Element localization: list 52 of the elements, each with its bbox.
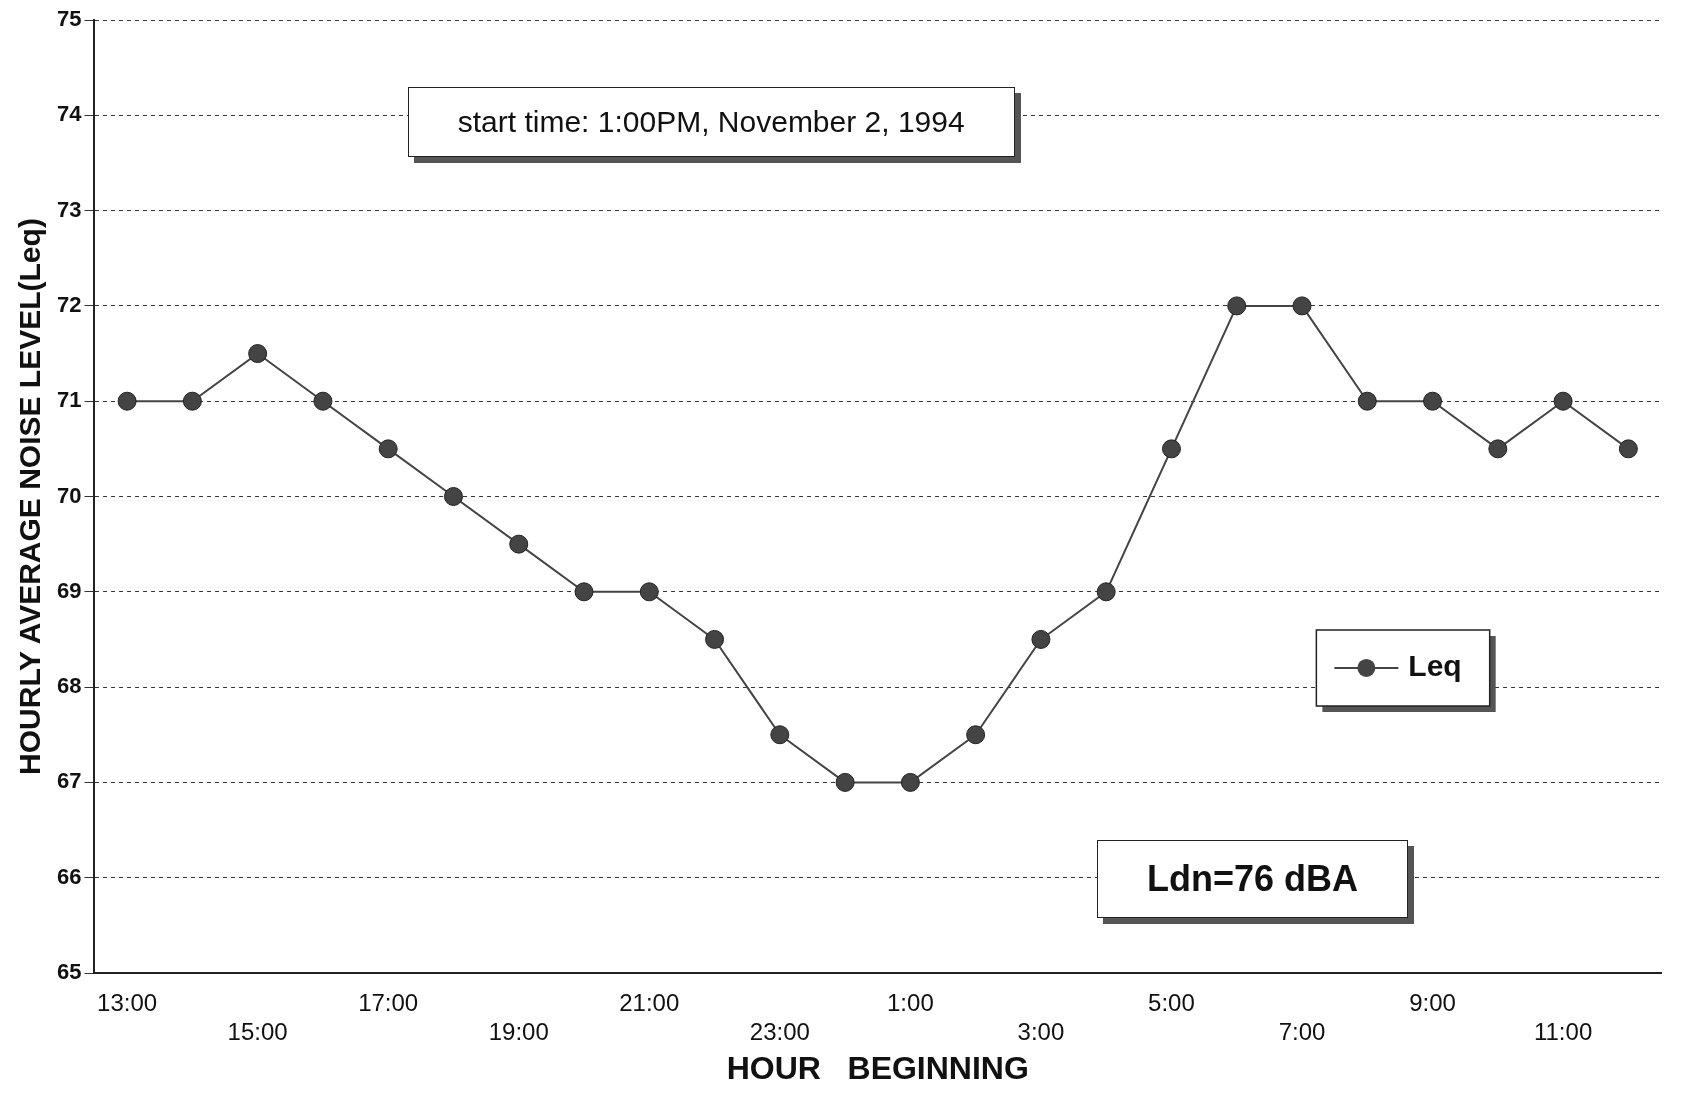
point xyxy=(1357,391,1377,411)
x-tick-label: 17:00 xyxy=(358,989,419,1017)
legend-label: Leq xyxy=(1408,649,1462,683)
point xyxy=(574,582,594,602)
point xyxy=(835,772,855,792)
x-tick-label: 5:00 xyxy=(1148,989,1195,1017)
point xyxy=(966,725,986,745)
y-tick-label: 69 xyxy=(56,577,82,603)
y-tick-label: 66 xyxy=(56,863,82,889)
point xyxy=(705,629,725,649)
point xyxy=(1423,391,1443,411)
y-tick-label: 74 xyxy=(56,101,83,127)
point xyxy=(1553,391,1573,411)
y-tick-label: 72 xyxy=(56,291,82,317)
y-axis-title: HOURLY AVERAGE NOISE LEVEL(Leq) xyxy=(13,218,47,775)
x-tick-label: 7:00 xyxy=(1278,1017,1326,1045)
point xyxy=(639,582,659,602)
y-tick-label: 73 xyxy=(56,196,82,222)
x-tick-label: 1:00 xyxy=(887,989,934,1017)
point xyxy=(770,725,790,745)
point xyxy=(182,391,202,411)
x-tick-label: 15:00 xyxy=(227,1017,288,1045)
y-tick-label: 67 xyxy=(56,768,82,794)
point xyxy=(378,439,398,459)
x-tick-label: 23:00 xyxy=(749,1017,810,1045)
point xyxy=(443,487,463,506)
point xyxy=(1227,296,1247,316)
point xyxy=(900,772,920,792)
point xyxy=(1292,296,1312,316)
y-tick-label: 68 xyxy=(56,673,82,699)
y-tick-label: 70 xyxy=(56,482,82,508)
point xyxy=(509,534,529,554)
annotation: Ldn=76 dBA xyxy=(1147,857,1359,899)
annotation: start time: 1:00PM, November 2, 1994 xyxy=(457,104,965,138)
point xyxy=(313,391,333,411)
point xyxy=(1031,629,1051,649)
x-tick-label: 11:00 xyxy=(1533,1017,1593,1045)
x-tick-label: 21:00 xyxy=(619,989,680,1017)
point xyxy=(248,344,268,364)
point xyxy=(1161,439,1181,459)
x-axis-title: HOUR BEGINNING xyxy=(726,1049,1029,1086)
point xyxy=(1096,582,1116,602)
y-tick-label: 75 xyxy=(56,6,82,32)
x-tick-label: 9:00 xyxy=(1409,989,1456,1017)
y-tick-label: 65 xyxy=(56,959,82,985)
x-tick-label: 3:00 xyxy=(1017,1017,1065,1045)
x-tick-label: 13:00 xyxy=(97,989,158,1017)
point xyxy=(117,391,137,411)
y-tick-label: 71 xyxy=(56,387,82,413)
point xyxy=(1618,439,1638,459)
x-tick-label: 19:00 xyxy=(488,1017,549,1045)
point xyxy=(1488,439,1508,459)
